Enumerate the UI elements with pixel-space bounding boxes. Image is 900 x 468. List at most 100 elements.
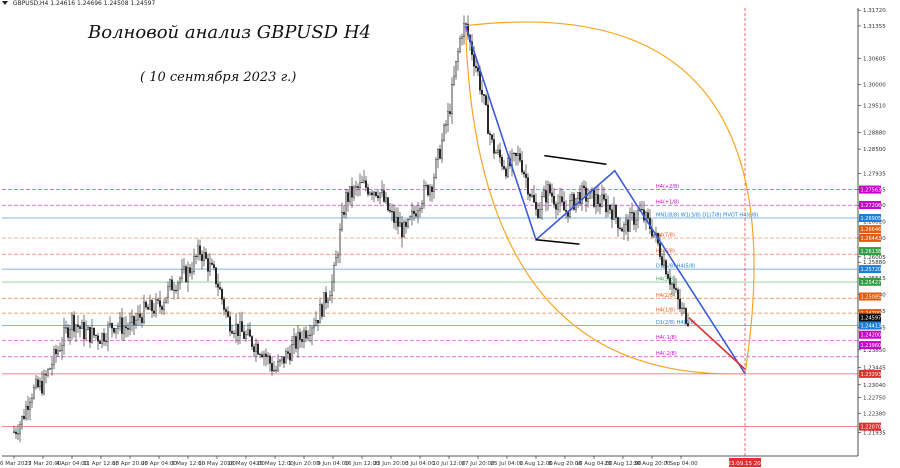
candle-body — [279, 359, 281, 362]
candle-body — [31, 397, 33, 403]
y-tick-label: 1.30605 — [863, 56, 886, 62]
candle-body — [317, 320, 319, 324]
x-tick-label: 1 Jun 20:00 — [288, 461, 320, 467]
candle-body — [197, 245, 199, 257]
candle-body — [563, 201, 565, 211]
candle-body — [181, 269, 183, 279]
candle-body — [531, 194, 533, 197]
candle-body — [631, 212, 633, 214]
candle-body — [165, 297, 167, 304]
candle-body — [505, 168, 507, 177]
candle-body — [57, 350, 59, 355]
candle-body — [311, 327, 313, 336]
candle-body — [421, 203, 423, 209]
y-tick-label: 1.28880 — [863, 131, 886, 137]
candle-body — [177, 282, 179, 291]
candle-body — [203, 252, 205, 261]
price-tag-label: 1.24200 — [861, 333, 882, 339]
candle-body — [609, 204, 611, 210]
candle-body — [171, 279, 173, 291]
candle-body — [151, 300, 153, 312]
candle-body — [405, 221, 407, 227]
candle-body — [501, 157, 503, 167]
candle-body — [257, 343, 259, 355]
candle-body — [299, 332, 301, 340]
candle-body — [593, 189, 595, 207]
candle-body — [61, 345, 63, 351]
candle-body — [349, 186, 351, 202]
candle-body — [107, 324, 109, 342]
candle-body — [407, 219, 409, 227]
candle-body — [361, 181, 363, 183]
candle-body — [95, 334, 97, 337]
candle-body — [71, 314, 73, 330]
symbol-label: GBPUSD,H4 — [12, 0, 49, 7]
candle-body — [183, 266, 185, 270]
candle-body — [391, 211, 393, 213]
candle-body — [607, 204, 609, 213]
candle-body — [135, 319, 137, 325]
candle-body — [241, 321, 243, 332]
arc-inner — [464, 25, 746, 375]
candle-body — [557, 202, 559, 210]
dropdown-triangle-icon[interactable] — [2, 1, 8, 5]
candle-body — [189, 267, 191, 274]
candle-body — [389, 209, 391, 212]
candle-body — [123, 326, 125, 334]
price-tag-label: 1.25085 — [861, 295, 882, 301]
candle-body — [555, 204, 557, 210]
candle-body — [139, 313, 141, 318]
candle-body — [435, 159, 437, 178]
price-tag-bg — [859, 265, 881, 274]
candle-body — [685, 308, 687, 324]
candle-body — [319, 304, 321, 324]
candle-body — [621, 228, 623, 232]
candle-body — [633, 212, 635, 225]
price-tag-label: 1.27563 — [861, 188, 882, 194]
candle-body — [65, 327, 67, 329]
candle-body — [441, 139, 443, 159]
candle-body — [185, 266, 187, 282]
candle-body — [611, 209, 613, 220]
candle-body — [545, 190, 547, 203]
candle-body — [373, 191, 375, 196]
candle-body — [271, 363, 273, 372]
candle-body — [155, 299, 157, 314]
candle-body — [113, 327, 115, 333]
candle-body — [547, 184, 549, 203]
price-tag-bg — [859, 330, 881, 339]
y-tick-label: 1.31720 — [863, 8, 886, 14]
candle-body — [303, 330, 305, 342]
candle-body — [99, 341, 101, 344]
price-tag-label: 1.26443 — [861, 236, 882, 242]
candle-body — [259, 354, 261, 356]
candle-body — [269, 355, 271, 364]
level-label: D1(2/8) H4(0/8) — [656, 320, 696, 326]
candle-body — [227, 311, 229, 317]
price-tag-label: 1.26905 — [861, 216, 882, 222]
candle-body — [599, 203, 601, 207]
candle-body — [253, 346, 255, 352]
price-tag-bg — [859, 185, 881, 194]
candle-body — [601, 194, 603, 207]
candle-body — [15, 431, 17, 434]
candle-body — [675, 288, 677, 290]
candle-body — [255, 343, 257, 352]
candle-body — [277, 361, 279, 371]
y-tick-label: 1.29510 — [863, 104, 886, 110]
candle-body — [357, 186, 359, 188]
candle-body — [589, 190, 591, 199]
level-label: H4(+2/8) — [656, 184, 679, 190]
candle-body — [535, 201, 537, 210]
price-tag-bg — [859, 277, 881, 286]
candle-body — [49, 368, 51, 370]
candle-body — [283, 356, 285, 364]
candle-body — [551, 192, 553, 197]
candle-body — [245, 334, 247, 339]
x-tick-label: 10 May 20:00 — [198, 461, 236, 467]
candle-body — [81, 322, 83, 329]
candle-body — [665, 260, 667, 275]
candle-body — [265, 353, 267, 357]
candle-body — [13, 431, 15, 433]
candle-body — [521, 160, 523, 173]
